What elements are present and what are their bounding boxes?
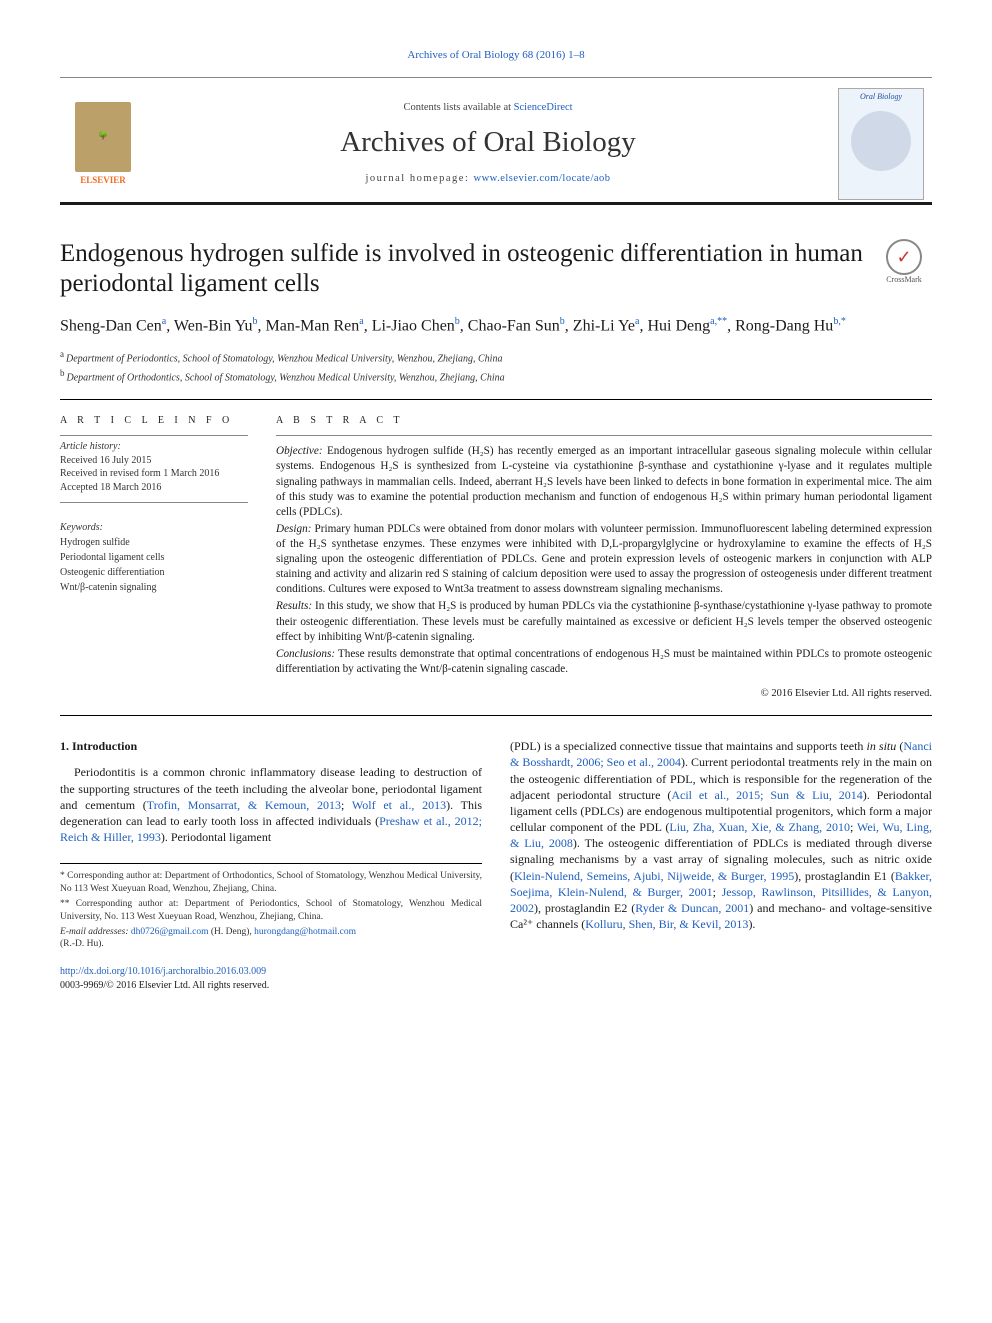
history-label: Article history: [60, 440, 248, 454]
abstract-body: Objective: Endogenous hydrogen sulfide (… [276, 444, 932, 677]
crossmark-label: CrossMark [886, 275, 922, 286]
abstract-column: A B S T R A C T Objective: Endogenous hy… [276, 414, 932, 701]
journal-issue-link[interactable]: Archives of Oral Biology 68 (2016) 1–8 [60, 48, 932, 63]
article-info-head: A R T I C L E I N F O [60, 414, 248, 428]
keyword: Osteogenic differentiation [60, 565, 248, 580]
corr-author-1: * Corresponding author at: Department of… [60, 870, 482, 896]
journal-center: Contents lists available at ScienceDirec… [138, 101, 838, 186]
history-line: Accepted 18 March 2016 [60, 481, 248, 495]
abstract-copyright: © 2016 Elsevier Ltd. All rights reserved… [276, 687, 932, 701]
doi-block: http://dx.doi.org/10.1016/j.archoralbio.… [60, 965, 932, 992]
abstract-head: A B S T R A C T [276, 414, 932, 428]
body-columns: 1. Introduction Periodontitis is a commo… [60, 738, 932, 951]
article-title: Endogenous hydrogen sulfide is involved … [60, 239, 864, 300]
sciencedirect-link[interactable]: ScienceDirect [514, 102, 573, 113]
history-line: Received in revised form 1 March 2016 [60, 467, 248, 481]
footnotes: * Corresponding author at: Department of… [60, 863, 482, 951]
email-label: E-mail addresses: [60, 927, 129, 937]
doi-link[interactable]: http://dx.doi.org/10.1016/j.archoralbio.… [60, 966, 266, 977]
crossmark-badge[interactable]: ✓ CrossMark [876, 239, 932, 295]
affiliations: aDepartment of Periodontics, School of S… [60, 348, 932, 385]
journal-cover-thumb: Oral Biology [838, 88, 924, 200]
email-link-2[interactable]: hurongdang@hotmail.com [254, 927, 356, 937]
email-who-1: (H. Deng), [211, 927, 252, 937]
email-link-1[interactable]: dh0726@gmail.com [131, 927, 209, 937]
section-heading: 1. Introduction [60, 738, 482, 754]
history-line: Received 16 July 2015 [60, 454, 248, 468]
elsevier-tree-icon: 🌳 [75, 102, 131, 172]
left-column: 1. Introduction Periodontitis is a commo… [60, 738, 482, 951]
right-column: (PDL) is a specialized connective tissue… [510, 738, 932, 951]
intro-para-right: (PDL) is a specialized connective tissue… [510, 738, 932, 932]
authors-line: Sheng-Dan Cena, Wen-Bin Yub, Man-Man Ren… [60, 314, 932, 338]
article-info-column: A R T I C L E I N F O Article history: R… [60, 414, 248, 701]
keyword: Periodontal ligament cells [60, 550, 248, 565]
journal-homepage: journal homepage: www.elsevier.com/locat… [138, 172, 838, 186]
elsevier-logo: 🌳 ELSEVIER [68, 102, 138, 186]
home-prefix: journal homepage: [365, 173, 473, 184]
corr-author-2: ** Corresponding author at: Department o… [60, 898, 482, 924]
keywords-label: Keywords: [60, 521, 248, 535]
email-who-2: (R.-D. Hu). [60, 938, 482, 951]
keyword: Hydrogen sulfide [60, 535, 248, 550]
journal-header: 🌳 ELSEVIER Contents lists available at S… [60, 77, 932, 205]
sciencedirect-line: Contents lists available at ScienceDirec… [138, 101, 838, 115]
cover-label: Oral Biology [860, 92, 902, 103]
journal-name: Archives of Oral Biology [138, 123, 838, 162]
crossmark-icon: ✓ [886, 239, 922, 275]
intro-para-left: Periodontitis is a common chronic inflam… [60, 764, 482, 845]
history-lines: Received 16 July 2015Received in revised… [60, 454, 248, 495]
sd-prefix: Contents lists available at [403, 102, 513, 113]
cover-image-icon [851, 111, 911, 171]
elsevier-label: ELSEVIER [80, 174, 126, 186]
keywords-list: Hydrogen sulfidePeriodontal ligament cel… [60, 535, 248, 595]
keyword: Wnt/β-catenin signaling [60, 580, 248, 595]
journal-home-link[interactable]: www.elsevier.com/locate/aob [474, 173, 611, 184]
issn-line: 0003-9969/© 2016 Elsevier Ltd. All right… [60, 980, 269, 991]
